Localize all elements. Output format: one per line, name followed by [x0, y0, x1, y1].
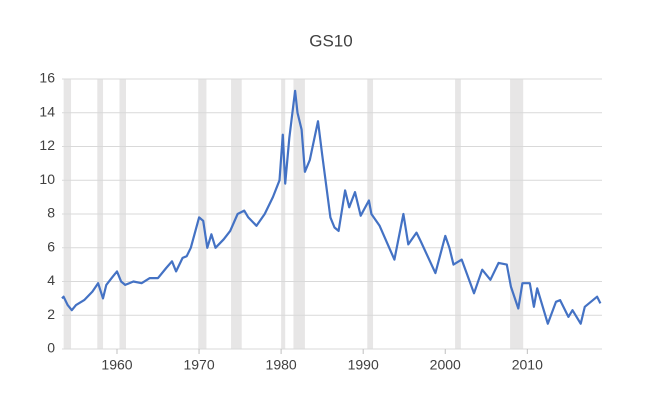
- chart-title: GS10: [309, 31, 352, 50]
- y-tick-label: 6: [47, 238, 55, 254]
- x-tick-label: 1970: [183, 357, 214, 373]
- y-tick-label: 10: [39, 171, 55, 187]
- y-tick-label: 14: [39, 103, 55, 119]
- x-tick-label: 2010: [512, 357, 543, 373]
- y-tick-label: 0: [47, 340, 55, 356]
- y-tick-label: 4: [47, 272, 55, 288]
- y-tick-label: 2: [47, 306, 55, 322]
- y-tick-label: 8: [47, 205, 55, 221]
- series-line: [61, 89, 602, 325]
- x-tick-label: 1980: [266, 357, 297, 373]
- x-tick-label: 1960: [101, 357, 132, 373]
- y-tick-label: 12: [39, 137, 55, 153]
- x-tick-label: 2000: [430, 357, 461, 373]
- x-tick-label: 1990: [348, 357, 379, 373]
- y-tick-label: 16: [39, 70, 55, 86]
